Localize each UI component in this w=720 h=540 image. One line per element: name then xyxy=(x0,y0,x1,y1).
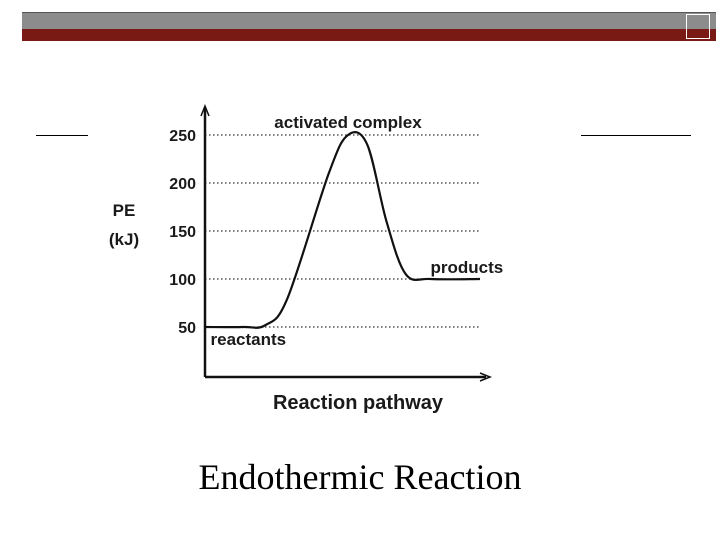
y-axis-label-line2: (kJ) xyxy=(109,230,139,249)
x-axis-arrow xyxy=(479,372,493,382)
y-tick-label-150: 150 xyxy=(169,224,196,241)
y-axis-label-line1: PE xyxy=(113,201,136,220)
y-tick-label-100: 100 xyxy=(169,272,196,289)
title-bar-red-band xyxy=(22,29,716,41)
title-bar-grey-band xyxy=(22,12,716,29)
axes xyxy=(200,103,493,382)
slide-title-bar xyxy=(22,12,716,41)
grid-lines xyxy=(205,134,480,328)
x-axis-label: Reaction pathway xyxy=(273,392,444,414)
title-bar-square-icon xyxy=(686,14,710,39)
energy-curve-line xyxy=(204,131,481,329)
annotation-products: products xyxy=(431,258,504,277)
y-tick-label-200: 200 xyxy=(169,176,196,193)
y-axis-arrow xyxy=(200,103,210,117)
curve-annotations: reactants activated complex products xyxy=(211,113,504,349)
y-tick-label-50: 50 xyxy=(178,320,196,337)
title-rule-right xyxy=(581,135,691,136)
y-tick-labels: 50 100 150 200 250 xyxy=(169,128,196,337)
y-tick-label-250: 250 xyxy=(169,128,196,145)
title-rule-left xyxy=(36,135,88,136)
annotation-reactants: reactants xyxy=(211,330,287,349)
slide-caption: Endothermic Reaction xyxy=(198,457,522,497)
annotation-activated-complex: activated complex xyxy=(274,113,422,132)
